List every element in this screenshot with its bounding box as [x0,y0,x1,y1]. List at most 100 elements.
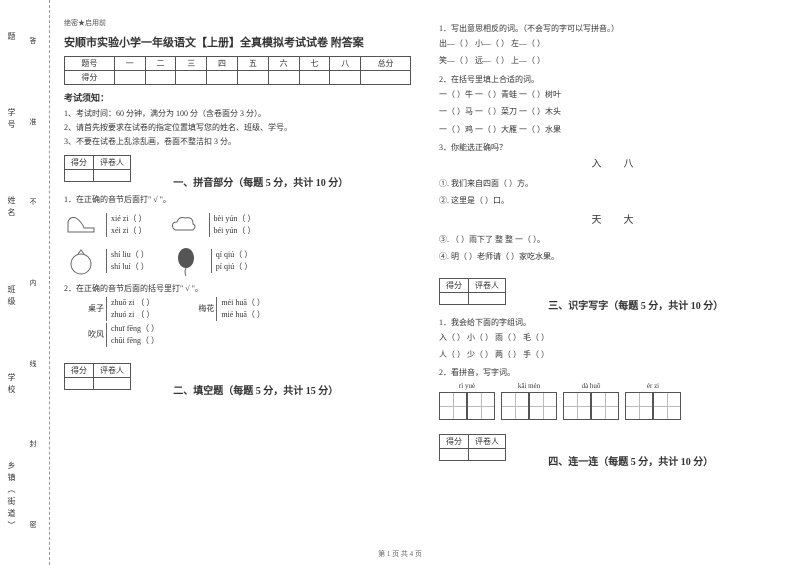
tianzige[interactable] [501,392,529,420]
fill-line[interactable]: 出—（ ） 小—（ ） 左—（ ） [439,37,786,51]
pomegranate-icon [64,244,98,278]
tianzige[interactable] [467,392,495,420]
score-col: 题号 [65,57,115,71]
brace: zhuō zi （ ） zhuó zi （ ） [106,297,154,321]
score-col: 四 [207,57,238,71]
char: 天 [582,212,612,230]
tianzige-row: rì yuè kāi mén dà huǒ ér zi [439,382,786,420]
score-mini-left: 得分 [65,363,94,377]
binding-label: 学校 [6,373,17,397]
seal-char: 密 [28,521,38,528]
word-label: 吹风 [64,329,104,340]
score-mini: 得分 评卷人 [439,278,506,305]
pinyin-option[interactable]: béi yún（ ） [214,225,256,237]
char: 入 [582,156,612,174]
fill-line[interactable]: ②. 这里是（ ）口。 [439,194,786,208]
tianzige[interactable] [563,392,591,420]
binding-col-labels: 题 学号 姓名 班级 学校 乡镇（街道） [6,0,17,565]
brace: qí qiú（ ） pí qiú（ ） [211,249,252,273]
pinyin-option[interactable]: zhuō zi （ ） [111,297,154,309]
tian-label: kāi mén [518,382,540,390]
score-col: 七 [299,57,330,71]
binding-margin: 题 学号 姓名 班级 学校 乡镇（街道） 答 准 不 内 线 封 密 [0,0,50,565]
fill-line[interactable]: ④. 明（ ）老师请（ ）家吃水果。 [439,250,786,264]
brace: chuī fēng（ ） chūi fēng（ ） [106,323,159,347]
pinyin-option[interactable]: qí qiú（ ） [216,249,252,261]
pinyin-option[interactable]: shí luí（ ） [111,261,149,273]
pinyin-row: xié zi（ ） xéi zi（ ） bèi yún（ ） béi yún（ … [64,208,411,242]
question-1-1: 1．在正确的音节后面打" √ "。 [64,194,411,205]
seal-char: 准 [28,118,38,125]
question-r1: 1．写出意思相反的词。（不会写的字可以写拼音。） [439,23,786,34]
fill-line[interactable]: 一（ ）马 一（ ）菜刀 一（ ）木头 [439,105,786,119]
pinyin-option[interactable]: xié zi（ ） [111,213,147,225]
score-col: 一 [114,57,145,71]
binding-label: 姓名 [6,196,17,220]
choice-chars: 天 大 [439,212,786,230]
score-col: 总分 [361,57,411,71]
notice-item: 1、考试时间：60 分钟，满分为 100 分（含卷面分 3 分）。 [64,108,411,119]
seal-char: 封 [28,440,38,447]
tian-label: dà huǒ [582,382,601,390]
score-mini: 得分 评卷人 [439,434,506,461]
pinyin-option[interactable]: méi huā（ ） [221,297,265,309]
pinyin-row: shí liu（ ） shí luí（ ） qí qiú（ ） pí qiú（ … [64,244,411,278]
tianzige[interactable] [653,392,681,420]
pinyin-option[interactable]: mié huā（ ） [221,309,265,321]
score-mini: 得分 评卷人 [64,363,131,390]
question-1-2: 2．在正确的音节后面的括号里打" √ "。 [64,283,411,294]
seal-char: 线 [28,360,38,367]
fill-line[interactable]: 一（ ）牛 一（ ）青蛙 一（ ）树叶 [439,88,786,102]
binding-label: 学号 [6,108,17,132]
notice-item: 3、不要在试卷上乱涂乱画，卷面不整洁扣 3 分。 [64,136,411,147]
secrecy-note: 绝密★启用前 [64,18,411,28]
pinyin-option[interactable]: chūi fēng（ ） [111,335,159,347]
fill-line[interactable]: 笑—（ ） 远—（ ） 上—（ ） [439,54,786,68]
tian-cell: rì yuè [439,382,495,420]
score-mini-right: 评卷人 [94,155,131,169]
brace: shí liu（ ） shí luí（ ） [106,249,149,273]
pinyin-option[interactable]: xéi zi（ ） [111,225,147,237]
tianzige[interactable] [439,392,467,420]
section-2-title: 二、填空题（每题 5 分，共计 15 分） [173,386,338,397]
score-mini-left: 得分 [440,435,469,449]
table-row: 得分 [65,71,411,85]
tianzige[interactable] [625,392,653,420]
tianzige[interactable] [591,392,619,420]
fill-line[interactable]: 人（ ） 少（ ） 两（ ） 手（ ） [439,348,786,362]
score-mini-right: 评卷人 [469,435,506,449]
score-col: 八 [330,57,361,71]
brace: bèi yún（ ） béi yún（ ） [209,213,256,237]
fill-line[interactable]: 一（ ）鸡 一（ ）大雁 一（ ）水果 [439,123,786,137]
score-col: 六 [268,57,299,71]
page-footer: 第 1 页 共 4 页 [0,549,800,559]
fill-line[interactable]: 入（ ） 小（ ） 雨（ ） 毛（ ） [439,331,786,345]
notice-title: 考试须知： [64,91,411,104]
tian-label: rì yuè [459,382,475,390]
notice-item: 2、请首先按要求在试卷的指定位置填写您的姓名、班级、学号。 [64,122,411,133]
word-label: 桌子 [64,303,104,314]
score-col: 三 [176,57,207,71]
fill-line[interactable]: ③. （ ）雨下了 整 整 一（ ）。 [439,233,786,247]
pinyin-option[interactable]: shí liu（ ） [111,249,149,261]
left-column: 绝密★启用前 安顺市实验小学一年级语文【上册】全真模拟考试试卷 附答案 题号 一… [50,0,425,565]
pinyin-option[interactable]: pí qiú（ ） [216,261,252,273]
tian-cell: dà huǒ [563,382,619,420]
pinyin-option[interactable]: zhuó zi （ ） [111,309,154,321]
tianzige[interactable] [529,392,557,420]
pinyin-row: 桌子 zhuō zi （ ） zhuó zi （ ） 梅花 méi huā（ ）… [64,297,411,321]
pinyin-option[interactable]: chuī fēng（ ） [111,323,159,335]
table-row: 题号 一 二 三 四 五 六 七 八 总分 [65,57,411,71]
brace: méi huā（ ） mié huā（ ） [216,297,265,321]
balloon-icon [169,244,203,278]
seal-char: 内 [28,279,38,286]
pinyin-option[interactable]: bèi yún（ ） [214,213,256,225]
score-table: 题号 一 二 三 四 五 六 七 八 总分 得分 [64,56,411,85]
char: 大 [614,212,644,230]
tian-label: ér zi [647,382,659,390]
question-r2: 2．在括号里填上合适的词。 [439,74,786,85]
char: 八 [614,156,644,174]
score-mini-right: 评卷人 [94,363,131,377]
fill-line[interactable]: ①. 我们来自四面（ ）方。 [439,177,786,191]
tian-cell: kāi mén [501,382,557,420]
